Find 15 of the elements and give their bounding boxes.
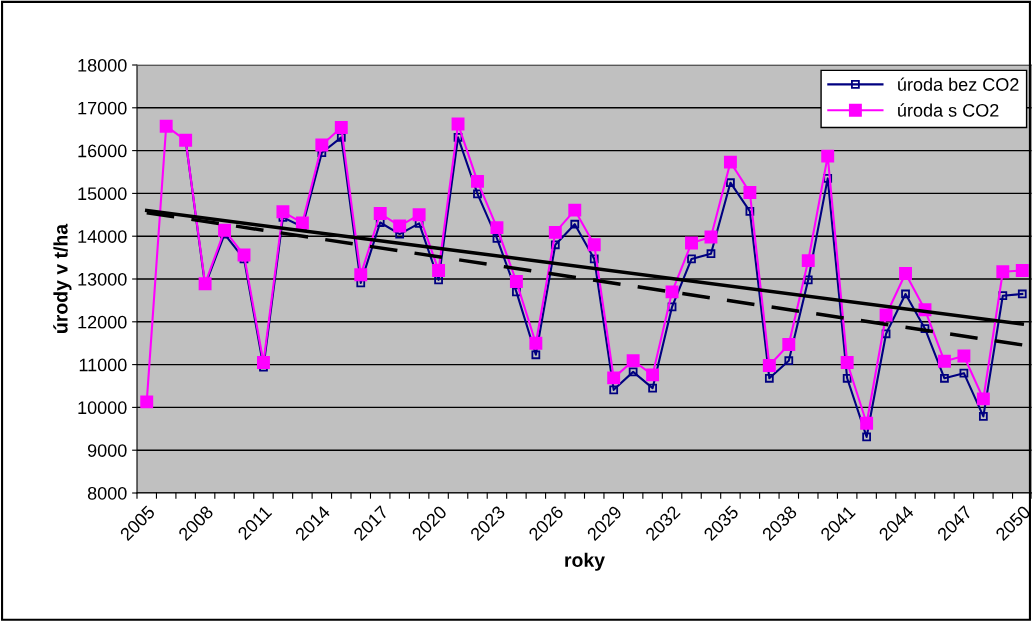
y-tick-label: 9000 [87, 444, 127, 457]
y-tick-label: 10000 [78, 401, 127, 415]
legend-label: úroda s CO2 [898, 103, 999, 117]
y-tick-label: 18000 [78, 58, 127, 72]
y-tick-label: 16000 [78, 144, 127, 158]
y-tick-label: 12000 [78, 315, 127, 329]
y-tick-label: 13000 [78, 272, 127, 286]
x-axis-title: roky [565, 552, 605, 571]
legend-label: úroda bez CO2 [898, 77, 1019, 91]
y-tick-label: 11000 [79, 358, 127, 372]
y-axis-title: úrody v t/ha [53, 223, 72, 333]
y-tick-label: 17000 [78, 101, 127, 115]
y-tick-label: 15000 [78, 187, 127, 201]
y-tick-label: 14000 [78, 230, 127, 243]
y-tick-label: 8000 [87, 486, 127, 500]
